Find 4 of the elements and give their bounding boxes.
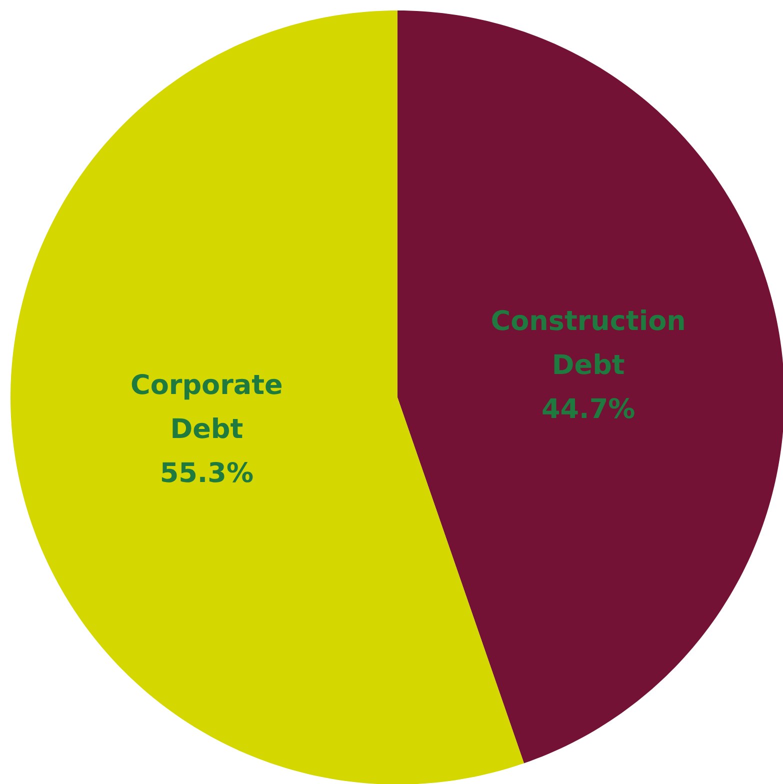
data-label: 44.7% <box>541 394 636 425</box>
slice-label: Corporate Debt <box>130 370 283 446</box>
slice-label: Construction Debt <box>490 306 686 381</box>
data-label: 55.3% <box>160 458 254 490</box>
